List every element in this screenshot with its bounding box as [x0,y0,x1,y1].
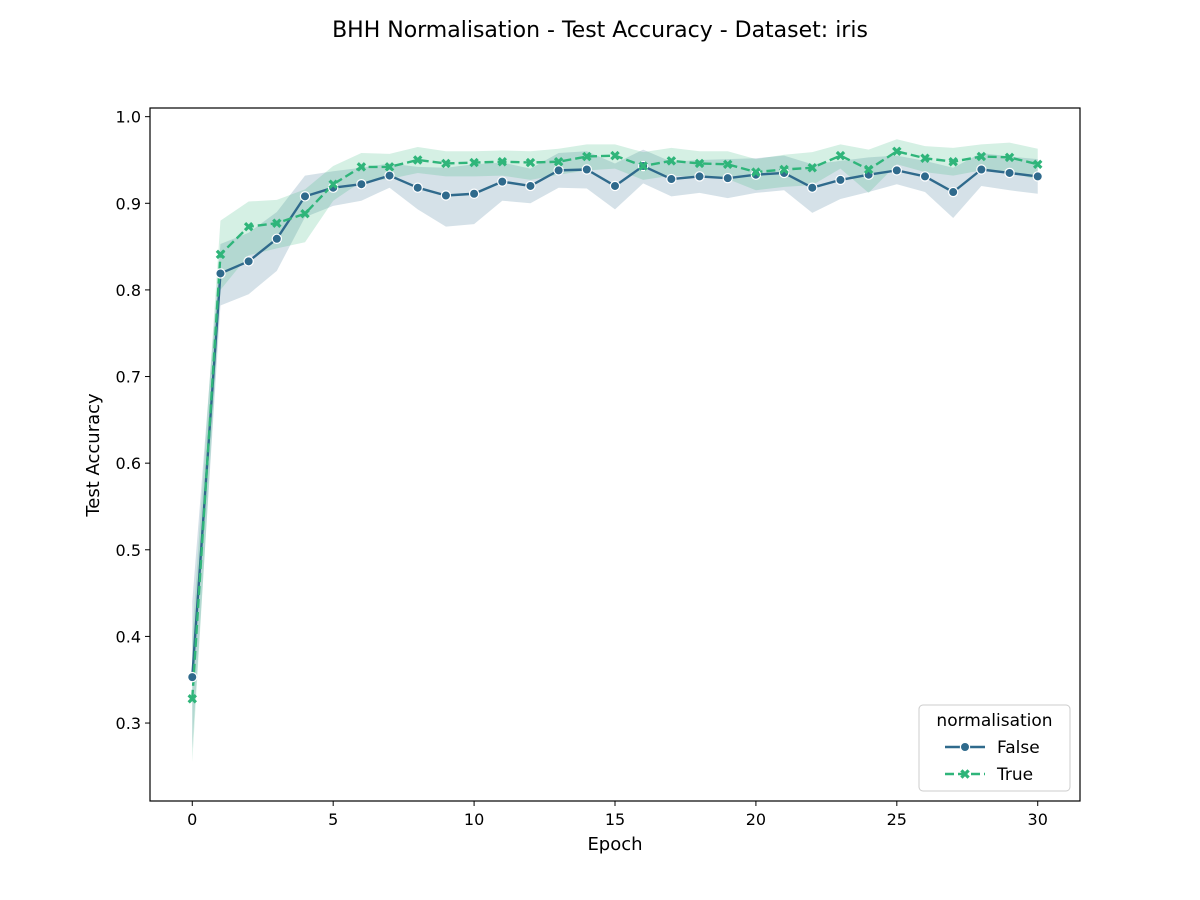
legend-title: normalisation [936,711,1052,731]
data-point-false [299,191,311,202]
data-point-true [1032,159,1043,170]
data-point-true [497,156,508,167]
chart-title: BHH Normalisation - Test Accuracy - Data… [332,18,868,43]
data-point-true [976,151,987,162]
data-point-true [863,164,874,175]
x-tick-label: 5 [328,810,338,829]
data-point-true [1004,152,1015,163]
plot-area [187,139,1043,763]
data-point-true [666,156,677,166]
series-markers [187,146,1043,704]
data-point-true [553,156,564,167]
data-point-false [497,176,508,187]
y-tick-label: 0.6 [116,454,141,473]
legend-marker-false [959,741,971,753]
confidence-bands [192,139,1038,763]
data-point-true [892,146,902,157]
ci-band-true [192,139,1038,763]
data-point-true [243,221,254,232]
data-point-true [412,155,423,165]
series-lines [191,150,1039,699]
x-axis-title: Epoch [587,834,642,855]
data-point-true [638,161,648,171]
y-tick-label: 1.0 [116,108,141,127]
legend-marker-true [960,769,970,779]
data-point-true [356,162,367,172]
data-point-false [609,180,621,192]
y-axis-title: Test Accuracy [83,393,104,518]
legend-entry-true: True [945,765,1033,785]
x-tick-label: 15 [605,810,625,829]
data-point-true [694,158,705,169]
y-tick-label: 0.7 [116,368,141,387]
data-point-false [807,182,818,193]
y-tick-label: 0.9 [116,194,141,213]
data-point-false [553,165,564,176]
data-point-false [412,182,423,193]
data-point-true [469,157,479,168]
data-point-false [947,186,959,198]
data-point-false [215,268,226,279]
data-point-true [779,164,789,175]
data-point-false [666,173,677,185]
data-point-true [328,179,338,189]
data-point-true [300,208,310,219]
data-point-true [525,157,536,168]
data-point-true [441,158,451,169]
legend-frame [918,704,1071,792]
data-point-false [722,172,733,184]
data-point-false [976,164,987,175]
data-point-false [271,233,283,245]
legend-label-true: True [996,765,1033,785]
data-point-true [215,249,226,260]
data-point-false [187,671,198,683]
data-point-true [384,162,395,172]
series-line-true [191,150,1039,699]
data-point-true [920,153,930,163]
legend-entries: False True [945,738,1040,785]
x-tick-label: 0 [187,810,197,829]
data-point-true [272,218,282,228]
y-tick-label: 0.4 [116,627,141,646]
data-point-false [1032,171,1043,182]
data-point-false [694,171,705,182]
data-point-false [1004,167,1015,179]
x-axis-ticks: 0 5 10 15 20 25 30 [187,801,1048,829]
legend: normalisation False True [918,704,1071,792]
x-tick-label: 10 [464,810,484,829]
series-line-false [191,164,1038,678]
data-point-true [187,694,198,704]
y-tick-label: 0.8 [116,281,141,300]
data-point-true [807,163,818,173]
ci-band-false [192,149,1038,750]
data-point-true [835,150,846,161]
x-tick-label: 25 [887,810,907,829]
x-tick-label: 20 [746,810,766,829]
data-point-true [610,150,620,161]
data-point-false [440,190,452,201]
data-point-false [525,180,536,192]
data-point-true [948,156,958,167]
data-point-false [891,165,903,176]
legend-label-false: False [997,738,1040,758]
data-point-true [751,167,761,177]
y-tick-label: 0.3 [116,714,141,733]
data-point-true [722,159,733,170]
data-point-false [384,170,395,181]
data-point-false [919,171,931,182]
y-axis-ticks: 0.3 0.4 0.5 0.6 0.7 0.8 0.9 1.0 [116,108,150,733]
y-tick-label: 0.5 [116,541,141,560]
data-point-false [468,188,480,199]
data-point-false [835,174,846,186]
legend-entry-false: False [945,738,1040,758]
data-point-false [356,179,367,190]
x-tick-label: 30 [1028,810,1048,829]
data-point-true [582,151,592,162]
data-point-false [243,256,254,267]
data-point-false [581,164,593,175]
